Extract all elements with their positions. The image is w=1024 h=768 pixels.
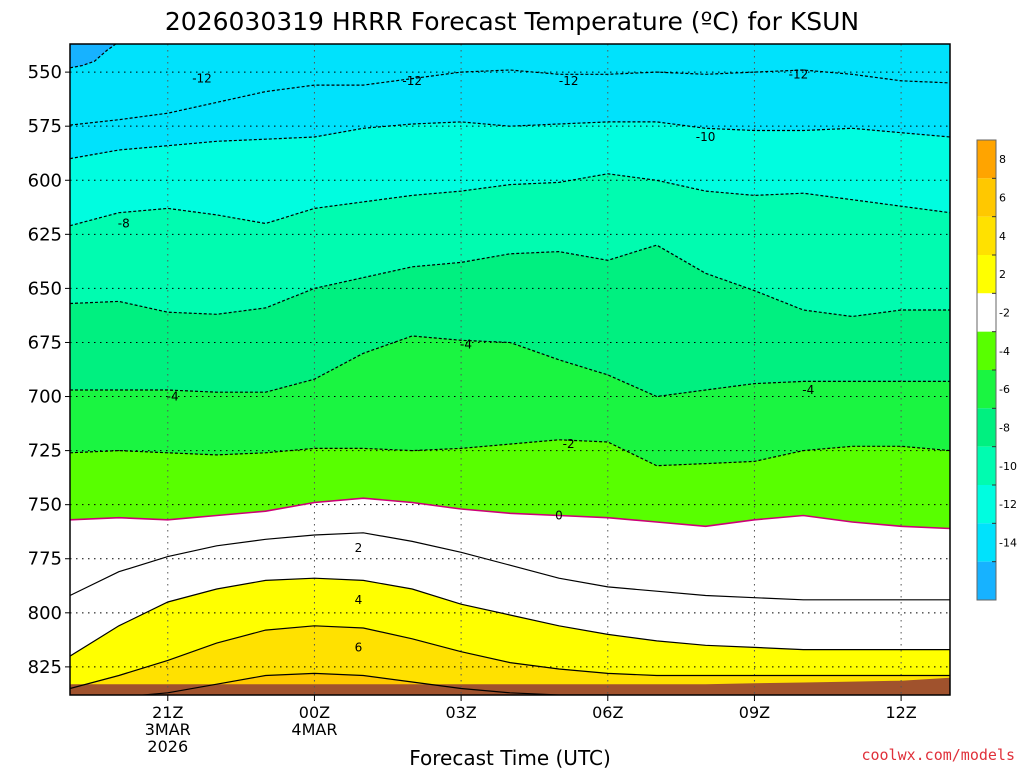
x-tick-label: 4MAR (291, 720, 337, 739)
y-tick-label: 625 (28, 224, 62, 245)
contour-label: -4 (460, 338, 472, 352)
y-tick-label: 825 (28, 657, 62, 678)
colorbar-tick-label: -4 (999, 345, 1010, 358)
x-tick-label: 09Z (739, 703, 770, 722)
y-tick-label: 775 (28, 549, 62, 570)
colorbar-tick-label: -6 (999, 383, 1010, 396)
isotherm-minus6 (70, 335, 950, 398)
colorbar-tick-label: -12 (999, 498, 1017, 511)
x-axis-label: Forecast Time (UTC) (409, 746, 611, 768)
y-tick-label: 600 (28, 170, 62, 191)
colorbar-swatch (977, 293, 996, 332)
contour-label: -12 (402, 74, 422, 88)
colorbar-tick-label: 8 (999, 153, 1006, 166)
isotherm-minus2 (70, 497, 950, 530)
colorbar-swatch (977, 408, 996, 447)
colorbar-swatch (977, 331, 996, 370)
terrain-ground (70, 677, 950, 695)
chart-title: 2026030319 HRRR Forecast Temperature (ºC… (165, 7, 859, 36)
credit-link[interactable]: coolwx.com/models (861, 746, 1015, 764)
x-tick-label: 2026 (147, 737, 188, 756)
x-tick-label: 12Z (885, 703, 916, 722)
y-tick-label: 550 (28, 62, 62, 83)
contour-label: -4 (802, 383, 814, 397)
isotherm-minus10 (70, 173, 950, 227)
isotherm-minus8 (70, 244, 950, 318)
x-tick-label: 03Z (445, 703, 476, 722)
isotherm-lines (70, 44, 950, 695)
plot-frame (69, 43, 951, 696)
plot-area: -12 -12 -12 -12 -10 -8 -4 -4 -4 -2 0 2 4 6 (70, 44, 950, 695)
colorbar-swatch (977, 216, 996, 255)
colorbar-tick-label: 2 (999, 268, 1006, 281)
x-tick-label: 3MAR (145, 720, 191, 739)
contour-label: -12 (192, 72, 212, 86)
y-tick-label: 700 (28, 387, 62, 408)
colorbar-legend: 8 6 4 2 -2 -4 -6 -8 -10 -12 -14 (976, 139, 1017, 601)
colorbar-tick-label: -14 (999, 537, 1017, 550)
x-tick-label: 06Z (592, 703, 623, 722)
y-tick-label: 800 (28, 603, 62, 624)
isotherm-2 (70, 577, 950, 657)
colorbar-swatch (977, 523, 996, 562)
colorbar-tick-label: 6 (999, 192, 1006, 205)
contour-label: -12 (559, 74, 579, 88)
y-tick-label: 575 (28, 116, 62, 137)
isotherm-0 (70, 532, 950, 601)
contour-label: -10 (696, 130, 716, 144)
colorbar-tick-label: -8 (999, 422, 1010, 435)
colorbar-swatch (977, 561, 996, 600)
temperature-fills (70, 44, 950, 695)
colorbar-swatch (977, 485, 996, 524)
isotherm-minus16 (70, 44, 117, 69)
x-tick-label: 00Z (299, 703, 330, 722)
y-axis-pressure: 550 575 600 625 650 675 700 725 750 775 800 825 (28, 62, 70, 678)
isotherm-4 (70, 625, 950, 690)
contour-labels: -12 -12 -12 -12 -10 -8 -4 -4 -4 -2 0 2 4 6 (118, 67, 814, 654)
contour-label: -4 (167, 390, 179, 404)
colorbar-swatch (977, 140, 996, 179)
colorbar-swatch (977, 446, 996, 485)
colorbar-tick-label: -10 (999, 460, 1017, 473)
contour-label: -12 (789, 67, 809, 81)
contour-label: -2 (563, 437, 575, 451)
colorbar-swatch (977, 370, 996, 409)
colorbar-swatch (977, 255, 996, 294)
contour-label: 2 (355, 541, 363, 555)
contour-label: -8 (118, 217, 130, 231)
y-tick-label: 675 (28, 332, 62, 353)
band-fill-minus16-to-minus14 (70, 44, 116, 68)
ground-terrain (70, 677, 950, 695)
y-tick-label: 750 (28, 495, 62, 516)
contour-label: 0 (555, 508, 563, 522)
colorbar-tick-label: 4 (999, 230, 1006, 243)
contour-label: 6 (355, 640, 363, 654)
isotherm-6 (136, 672, 622, 695)
y-tick-label: 650 (28, 278, 62, 299)
isotherm-minus12 (70, 121, 950, 160)
isotherm-minus4 (70, 439, 950, 467)
y-tick-label: 725 (28, 441, 62, 462)
colorbar-tick-label: -2 (999, 307, 1010, 320)
x-tick-label: 21Z (152, 703, 183, 722)
contour-label: 4 (355, 593, 363, 607)
colorbar-swatch (977, 178, 996, 217)
